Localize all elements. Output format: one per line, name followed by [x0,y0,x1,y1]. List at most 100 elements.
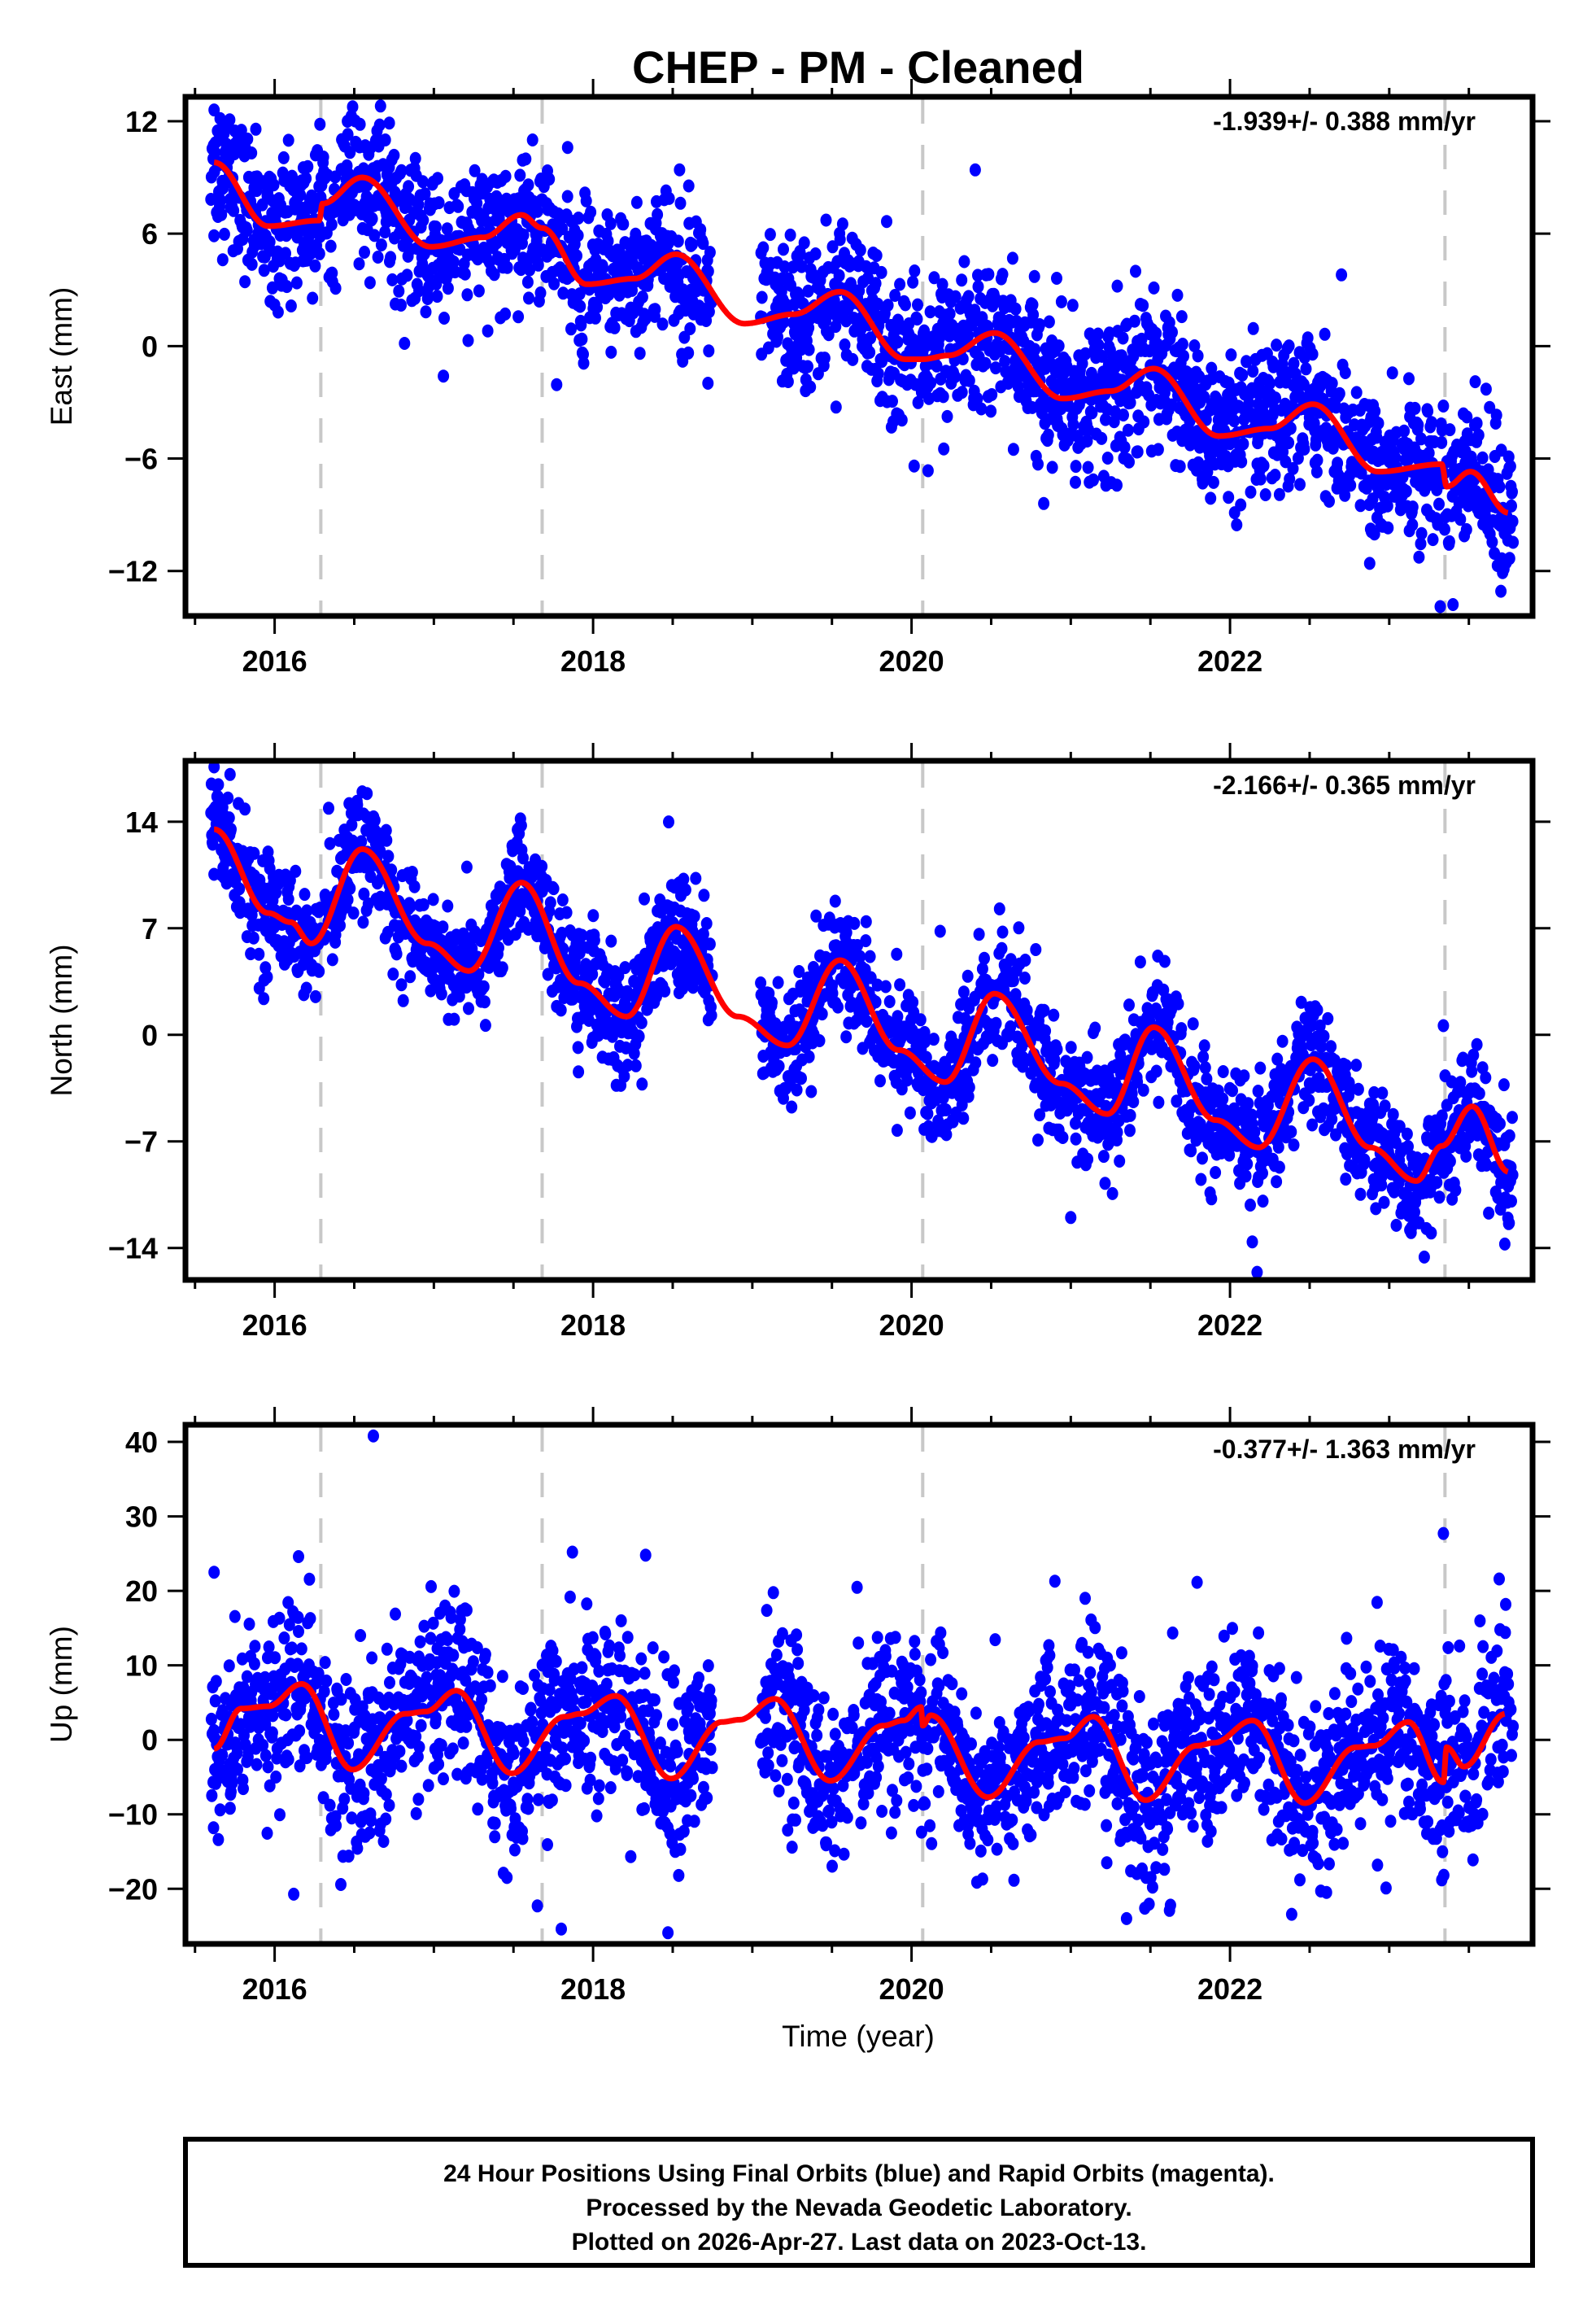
data-point [238,1782,249,1796]
data-point [300,981,312,995]
data-point [674,163,686,177]
y-tick-label: −12 [108,555,158,588]
data-point [266,1726,278,1740]
data-point [793,965,805,978]
data-point [1252,1085,1264,1098]
data-point [818,352,831,365]
data-point [962,290,975,304]
data-point [547,882,560,896]
data-point [290,276,303,290]
y-tick-label: 0 [142,1019,158,1052]
data-point [263,1640,275,1654]
data-point [630,1059,642,1072]
data-point [300,172,312,186]
data-point [437,920,449,934]
data-point [972,280,984,294]
data-point [682,179,695,193]
data-point [1471,417,1483,430]
data-point [1285,1125,1297,1138]
data-point [1486,535,1498,549]
data-point [979,951,990,965]
data-point [925,376,937,390]
data-point [830,320,842,334]
data-point [1506,499,1517,513]
data-point [578,356,590,370]
data-point [996,941,1008,955]
data-point [854,243,866,257]
data-point-outlier [934,924,946,938]
data-point [900,298,911,312]
data-point [573,1065,585,1079]
data-point [551,378,563,391]
data-point [1333,387,1345,400]
data-point [1041,1040,1053,1054]
data-point [1412,418,1424,432]
data-point [922,1107,934,1120]
data-point [1057,1131,1069,1144]
data-point [1060,1055,1072,1068]
data-point [347,100,359,114]
data-point [573,212,585,225]
data-point [1406,518,1419,531]
data-point [794,247,806,261]
data-point [1119,440,1131,454]
data-point [1288,1138,1300,1152]
data-point [920,1050,932,1064]
data-point [1034,318,1046,331]
data-point [212,1832,225,1846]
data-point [882,299,894,312]
data-point [1195,1173,1207,1186]
data-point [1237,437,1249,451]
data-point [1032,457,1044,471]
data-point [393,284,405,298]
data-point [1302,331,1314,345]
data-point [639,892,650,906]
data-point [231,1746,243,1760]
data-point [1065,1041,1077,1055]
data-point [1461,410,1473,424]
data-point [1034,1108,1046,1122]
data-point [986,388,998,401]
y-axis-label-east: East (mm) [45,287,78,426]
data-point [1350,386,1363,400]
data-point [1175,1022,1188,1036]
data-point [427,893,439,906]
data-point [479,1019,491,1033]
data-point [257,1738,269,1752]
data-point [1433,497,1445,511]
data-point [459,267,471,281]
data-point [704,246,716,260]
data-point [755,976,767,989]
data-point [1447,598,1459,611]
data-point [1231,518,1243,531]
data-point [285,299,297,312]
data-point [957,1112,970,1125]
data-point [534,286,547,299]
chart-title: CHEP - PM - Cleaned [632,41,1084,93]
data-point [421,292,434,305]
data-point [1240,1169,1252,1183]
data-point [1400,484,1412,498]
data-point [870,995,882,1009]
data-point [700,917,713,930]
data-point [262,1760,274,1774]
data-point [1409,1205,1420,1219]
data-point [1382,521,1394,535]
data-point [395,164,408,177]
data-point [999,355,1011,369]
data-point [409,151,421,165]
data-point [573,287,586,301]
data-point [1490,408,1502,422]
data-point [574,299,587,313]
data-point [561,190,573,203]
data-point [460,860,473,874]
data-point-outlier [1434,600,1446,614]
data-point [956,273,968,287]
data-point [1423,446,1435,460]
data-point [1128,314,1140,328]
data-point [512,310,525,324]
data-point [854,950,866,963]
data-point [956,386,968,400]
data-point [587,967,599,981]
data-point [1114,1048,1127,1062]
